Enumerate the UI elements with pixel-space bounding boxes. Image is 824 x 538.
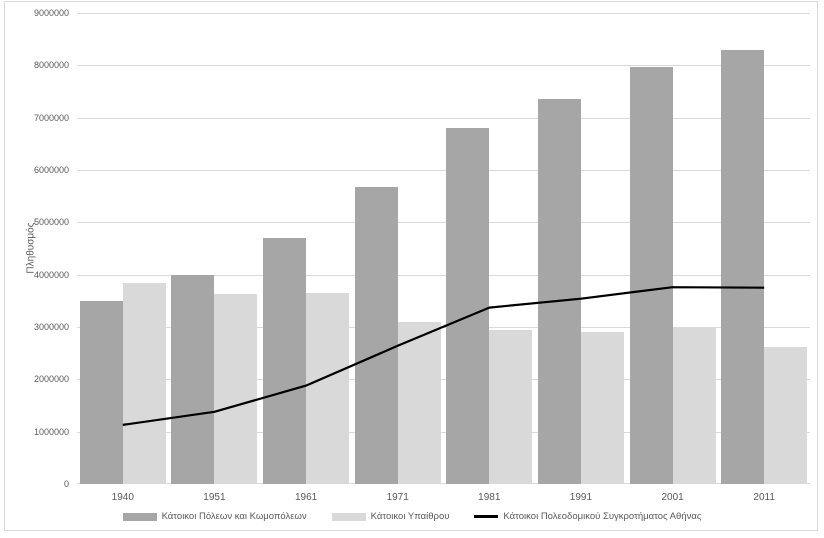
x-tick-label: 1961: [294, 492, 318, 503]
legend-bar-swatch: [331, 512, 366, 521]
gridline: [77, 65, 810, 66]
x-tick-label: 1991: [569, 492, 593, 503]
y-tick-label: 5000000: [33, 217, 69, 228]
x-axis-line: [77, 483, 810, 484]
y-tick-label: 0: [63, 479, 69, 489]
plot-area: [77, 13, 810, 484]
legend-item: Κάτοικοι Υπαίθρου: [331, 511, 450, 522]
gridline: [77, 222, 810, 223]
gridline: [77, 170, 810, 171]
gridline: [77, 275, 810, 276]
bar-series2-1991: [580, 331, 624, 484]
bar-series2-2001: [672, 328, 716, 484]
bar-series2-1951: [214, 293, 258, 484]
y-tick-label: 4000000: [33, 269, 69, 280]
legend-bar-swatch: [122, 512, 157, 521]
bar-series1-2001: [629, 66, 673, 484]
gridline: [77, 13, 810, 14]
x-tick-label: 1940: [111, 492, 134, 503]
legend-label: Κάτοικοι Υπαίθρου: [370, 511, 450, 522]
y-tick-label: 7000000: [33, 112, 69, 123]
bar-series1-1961: [263, 238, 307, 484]
legend-item: Κάτοικοι Πολεοδομικού Συγκροτήματος Αθήν…: [474, 511, 701, 522]
y-tick-label: 6000000: [33, 165, 69, 175]
bar-series2-2011: [764, 346, 808, 484]
x-tick-label: 1951: [203, 492, 226, 503]
legend-line-swatch: [474, 515, 499, 518]
bar-series2-1971: [397, 321, 441, 484]
y-axis-title: Πληθυσμός: [25, 222, 37, 274]
legend-label: Κάτοικοι Πόλεων και Κωμοπόλεων: [161, 511, 307, 522]
legend: Κάτοικοι Πόλεων και Κωμοπόλεων Κάτοικοι Υ…: [0, 511, 824, 522]
bar-series1-1951: [171, 274, 215, 484]
gridline: [77, 432, 810, 433]
y-tick-label: 1000000: [33, 426, 69, 437]
legend-label: Κάτοικοι Πολεοδομικού Συγκροτήματος Αθήν…: [503, 511, 702, 522]
y-tick-label: 2000000: [33, 374, 69, 385]
bar-series1-1971: [354, 186, 398, 484]
x-tick-label: 1971: [386, 492, 409, 503]
bar-series1-2011: [721, 50, 765, 484]
x-tick-label: 1981: [478, 492, 501, 503]
y-tick-label: 9000000: [33, 8, 69, 18]
x-tick-label: 2001: [661, 492, 684, 503]
bar-series2-1961: [306, 292, 350, 484]
bar-series1-1940: [79, 300, 123, 484]
x-tick-label: 2011: [753, 492, 775, 503]
bar-series1-1991: [537, 99, 581, 484]
y-tick-label: 3000000: [33, 322, 69, 332]
bar-series1-1981: [446, 128, 490, 484]
y-tick-label: 8000000: [33, 60, 69, 71]
gridline: [77, 118, 810, 119]
bar-series2-1940: [122, 283, 166, 484]
legend-item: Κάτοικοι Πόλεων και Κωμοπόλεων: [122, 511, 307, 522]
bar-series2-1981: [489, 329, 533, 484]
